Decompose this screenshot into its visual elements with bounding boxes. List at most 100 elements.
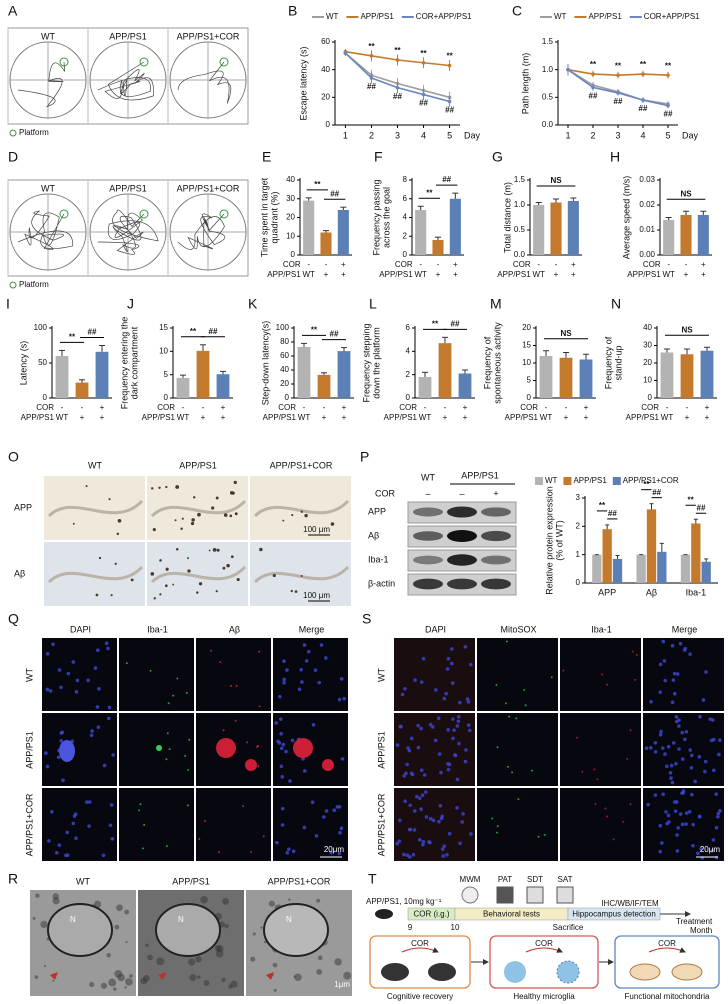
y-tick-label: 60 — [280, 351, 289, 360]
test-icon — [496, 886, 514, 904]
cell — [89, 733, 94, 738]
bar — [449, 198, 461, 255]
plaque — [130, 578, 134, 582]
cell — [428, 722, 433, 727]
cell — [495, 683, 498, 686]
bar — [303, 200, 315, 255]
treatment-value: + — [493, 488, 498, 498]
bar — [680, 215, 692, 255]
y-axis-label: Time spent in target — [259, 177, 269, 257]
plaque — [215, 496, 219, 500]
y-axis-label: across the goal — [381, 187, 391, 248]
cell — [710, 848, 715, 853]
cell — [421, 840, 426, 844]
row-value: - — [667, 260, 670, 269]
cell — [653, 793, 658, 797]
row-value: + — [80, 413, 85, 422]
organelle — [316, 898, 321, 903]
cell — [167, 702, 170, 705]
organelle — [230, 980, 238, 988]
cell — [515, 717, 518, 720]
cell — [90, 729, 94, 733]
plaque — [187, 557, 189, 560]
cell — [684, 811, 689, 815]
column-label: Merge — [299, 624, 325, 634]
cell — [690, 792, 694, 797]
plaque — [300, 510, 303, 513]
row-value: WT — [56, 413, 69, 422]
cell — [222, 729, 225, 732]
column-label: APP/PS1+COR — [270, 460, 333, 470]
cell — [596, 778, 599, 781]
plaque — [231, 491, 235, 495]
organelle — [224, 923, 229, 929]
bar — [697, 215, 709, 255]
cell — [684, 730, 689, 734]
plaque — [165, 567, 169, 571]
treatment-label: COR — [375, 488, 396, 498]
band — [447, 578, 477, 590]
cell — [452, 728, 456, 732]
fluorescence-image — [273, 638, 348, 711]
cell — [306, 649, 311, 654]
cell — [142, 847, 145, 850]
cell — [678, 812, 683, 816]
x-tick-label: 5 — [447, 130, 452, 140]
cell — [419, 807, 423, 811]
plaque — [116, 532, 120, 536]
y-axis-label: Total distance (m) — [502, 182, 512, 253]
plaque — [196, 591, 199, 594]
cell — [455, 724, 460, 728]
group-label: APP/PS1 — [109, 31, 147, 41]
cell — [626, 757, 629, 760]
column-label: DAPI — [70, 624, 91, 634]
row-label: APP/PS1 — [267, 270, 301, 279]
marker — [395, 85, 400, 90]
row-label: APP/PS1 — [497, 270, 531, 279]
cell — [210, 649, 213, 652]
cell — [262, 835, 265, 838]
group-label: APP/PS1+COR — [177, 183, 240, 193]
panel-letter: J — [127, 296, 134, 312]
cell — [397, 839, 402, 843]
y-tick-label: 3 — [576, 493, 581, 502]
swim-path — [177, 61, 232, 104]
cell — [717, 752, 721, 757]
organelle — [334, 958, 342, 966]
bar — [680, 554, 691, 583]
y-tick-label: 6 — [406, 323, 411, 332]
cell — [184, 754, 187, 757]
mouse — [381, 963, 409, 981]
cell — [658, 823, 663, 828]
panel-letter: O — [8, 449, 19, 465]
cell — [56, 755, 61, 760]
x-tick-label: Iba-1 — [686, 587, 707, 597]
nucleus — [47, 903, 113, 957]
cell — [74, 836, 78, 840]
plaque — [175, 547, 179, 551]
cell — [444, 691, 448, 696]
plaque — [174, 519, 177, 522]
cell — [407, 748, 412, 753]
cell — [709, 738, 714, 743]
mouse-icon — [375, 909, 393, 919]
y-tick-label: 5 — [527, 376, 532, 385]
test-label: MWM — [460, 875, 481, 884]
y-tick-label: 6 — [403, 194, 408, 203]
cell — [530, 769, 533, 772]
nucleus-label: N — [286, 915, 292, 924]
cell — [660, 746, 665, 750]
significance: ** — [446, 52, 453, 61]
y-tick-label: 0.01 — [639, 225, 655, 234]
panel-letter: R — [8, 871, 18, 887]
cell — [415, 794, 419, 799]
legend-swatch — [535, 477, 543, 485]
cell — [699, 847, 703, 851]
cell — [299, 667, 303, 672]
y-tick-label: 10 — [643, 376, 652, 385]
fluorescence-image — [560, 638, 641, 711]
x-tick-label: 2 — [590, 130, 595, 140]
row-value: - — [685, 260, 688, 269]
cell — [693, 779, 697, 784]
cell — [93, 666, 98, 670]
